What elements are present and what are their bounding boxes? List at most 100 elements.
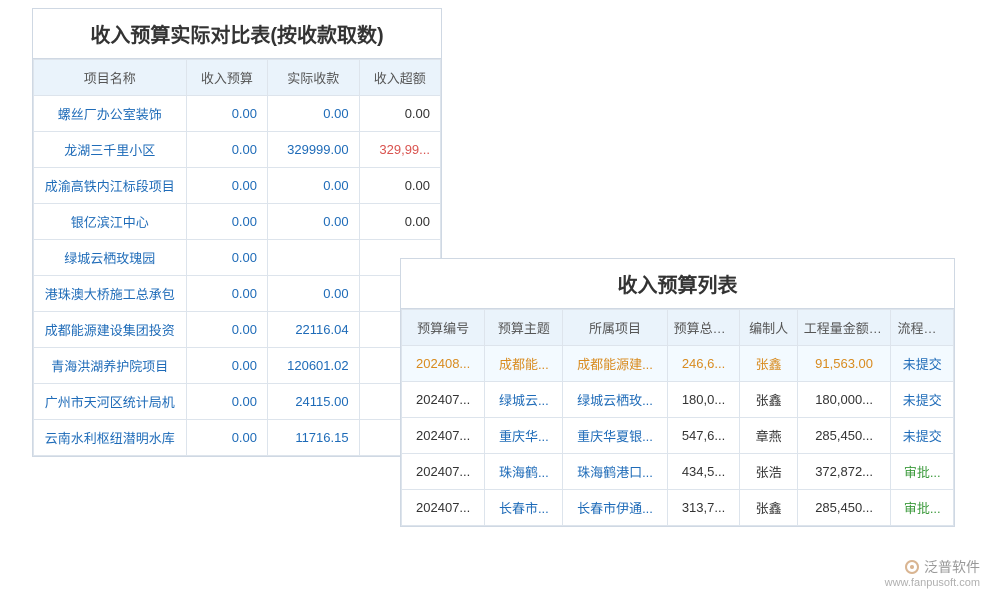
table-row[interactable]: 银亿滨江中心0.000.000.00 xyxy=(34,204,441,240)
author-cell: 张鑫 xyxy=(740,346,797,382)
total-cell: 547,6... xyxy=(667,418,740,454)
total-cell: 246,6... xyxy=(667,346,740,382)
comparison-table: 项目名称收入预算实际收款收入超额 螺丝厂办公室装饰0.000.000.00龙湖三… xyxy=(33,59,441,456)
budget-cell: 0.00 xyxy=(186,420,267,456)
actual-cell: 24115.00 xyxy=(268,384,360,420)
comparison-panel: 收入预算实际对比表(按收款取数) 项目名称收入预算实际收款收入超额 螺丝厂办公室… xyxy=(32,8,442,457)
table-row[interactable]: 202407...重庆华...重庆华夏银...547,6...章燕285,450… xyxy=(402,418,954,454)
table-header[interactable]: 流程状态 xyxy=(891,310,954,346)
total-cell: 180,0... xyxy=(667,382,740,418)
table-row[interactable]: 202407...长春市...长春市伊通...313,7...张鑫285,450… xyxy=(402,490,954,526)
logo-icon xyxy=(904,559,920,575)
budget-no-cell: 202407... xyxy=(402,454,485,490)
over-cell: 329,99... xyxy=(359,132,440,168)
total-cell: 434,5... xyxy=(667,454,740,490)
table-row[interactable]: 云南水利枢纽潜明水库0.0011716.15 xyxy=(34,420,441,456)
table-header[interactable]: 工程量金额合计 xyxy=(797,310,891,346)
status-cell: 审批... xyxy=(891,454,954,490)
table-row[interactable]: 绿城云栖玫瑰园0.00 xyxy=(34,240,441,276)
actual-cell: 0.00 xyxy=(268,96,360,132)
project-name-cell[interactable]: 云南水利枢纽潜明水库 xyxy=(34,420,187,456)
subject-cell[interactable]: 绿城云... xyxy=(485,382,563,418)
amount-cell: 180,000... xyxy=(797,382,891,418)
table-header[interactable]: 预算总金额 xyxy=(667,310,740,346)
table-header[interactable]: 收入预算 xyxy=(186,60,267,96)
author-cell: 张鑫 xyxy=(740,490,797,526)
table-row[interactable]: 202407...珠海鹤...珠海鹤港口...434,5...张浩372,872… xyxy=(402,454,954,490)
budget-cell: 0.00 xyxy=(186,240,267,276)
budget-cell: 0.00 xyxy=(186,96,267,132)
table-header[interactable]: 收入超额 xyxy=(359,60,440,96)
amount-cell: 285,450... xyxy=(797,490,891,526)
budget-no-cell: 202407... xyxy=(402,418,485,454)
table-header[interactable]: 项目名称 xyxy=(34,60,187,96)
status-cell: 未提交 xyxy=(891,418,954,454)
project-name-cell[interactable]: 成渝高铁内江标段项目 xyxy=(34,168,187,204)
budget-list-panel: 收入预算列表 预算编号预算主题所属项目预算总金额编制人工程量金额合计流程状态 2… xyxy=(400,258,955,527)
status-cell: 未提交 xyxy=(891,346,954,382)
actual-cell: 22116.04 xyxy=(268,312,360,348)
budget-no-cell: 202408... xyxy=(402,346,485,382)
status-cell: 审批... xyxy=(891,490,954,526)
actual-cell: 0.00 xyxy=(268,276,360,312)
watermark: 泛普软件 www.fanpusoft.com xyxy=(885,558,980,590)
budget-list-title: 收入预算列表 xyxy=(401,259,954,309)
table-row[interactable]: 青海洪湖养护院项目0.00120601.02 xyxy=(34,348,441,384)
project-name-cell[interactable]: 螺丝厂办公室装饰 xyxy=(34,96,187,132)
budget-cell: 0.00 xyxy=(186,312,267,348)
table-row[interactable]: 202408...成都能...成都能源建...246,6...张鑫91,563.… xyxy=(402,346,954,382)
actual-cell xyxy=(268,240,360,276)
subject-cell[interactable]: 珠海鹤... xyxy=(485,454,563,490)
budget-cell: 0.00 xyxy=(186,168,267,204)
project-name-cell[interactable]: 银亿滨江中心 xyxy=(34,204,187,240)
budget-list-table: 预算编号预算主题所属项目预算总金额编制人工程量金额合计流程状态 202408..… xyxy=(401,309,954,526)
table-row[interactable]: 龙湖三千里小区0.00329999.00329,99... xyxy=(34,132,441,168)
table-row[interactable]: 港珠澳大桥施工总承包0.000.00 xyxy=(34,276,441,312)
subject-cell[interactable]: 成都能... xyxy=(485,346,563,382)
author-cell: 章燕 xyxy=(740,418,797,454)
project-cell[interactable]: 成都能源建... xyxy=(563,346,667,382)
brand-url: www.fanpusoft.com xyxy=(885,576,980,590)
table-header[interactable]: 编制人 xyxy=(740,310,797,346)
over-cell: 0.00 xyxy=(359,96,440,132)
budget-cell: 0.00 xyxy=(186,384,267,420)
project-name-cell[interactable]: 青海洪湖养护院项目 xyxy=(34,348,187,384)
over-cell: 0.00 xyxy=(359,168,440,204)
table-row[interactable]: 成渝高铁内江标段项目0.000.000.00 xyxy=(34,168,441,204)
brand-text: 泛普软件 xyxy=(924,558,980,576)
table-header[interactable]: 实际收款 xyxy=(268,60,360,96)
actual-cell: 0.00 xyxy=(268,168,360,204)
project-name-cell[interactable]: 成都能源建设集团投资 xyxy=(34,312,187,348)
subject-cell[interactable]: 重庆华... xyxy=(485,418,563,454)
table-header[interactable]: 预算编号 xyxy=(402,310,485,346)
table-row[interactable]: 螺丝厂办公室装饰0.000.000.00 xyxy=(34,96,441,132)
table-header[interactable]: 所属项目 xyxy=(563,310,667,346)
project-name-cell[interactable]: 绿城云栖玫瑰园 xyxy=(34,240,187,276)
table-row[interactable]: 202407...绿城云...绿城云栖玫...180,0...张鑫180,000… xyxy=(402,382,954,418)
project-cell[interactable]: 绿城云栖玫... xyxy=(563,382,667,418)
budget-cell: 0.00 xyxy=(186,204,267,240)
table-row[interactable]: 成都能源建设集团投资0.0022116.04 xyxy=(34,312,441,348)
actual-cell: 11716.15 xyxy=(268,420,360,456)
project-cell[interactable]: 重庆华夏银... xyxy=(563,418,667,454)
comparison-title: 收入预算实际对比表(按收款取数) xyxy=(33,9,441,59)
actual-cell: 329999.00 xyxy=(268,132,360,168)
table-row[interactable]: 广州市天河区统计局机0.0024115.00 xyxy=(34,384,441,420)
budget-no-cell: 202407... xyxy=(402,382,485,418)
subject-cell[interactable]: 长春市... xyxy=(485,490,563,526)
project-name-cell[interactable]: 广州市天河区统计局机 xyxy=(34,384,187,420)
project-cell[interactable]: 长春市伊通... xyxy=(563,490,667,526)
amount-cell: 91,563.00 xyxy=(797,346,891,382)
author-cell: 张浩 xyxy=(740,454,797,490)
budget-cell: 0.00 xyxy=(186,132,267,168)
budget-no-cell: 202407... xyxy=(402,490,485,526)
amount-cell: 372,872... xyxy=(797,454,891,490)
project-name-cell[interactable]: 港珠澳大桥施工总承包 xyxy=(34,276,187,312)
over-cell: 0.00 xyxy=(359,204,440,240)
project-cell[interactable]: 珠海鹤港口... xyxy=(563,454,667,490)
project-name-cell[interactable]: 龙湖三千里小区 xyxy=(34,132,187,168)
status-cell: 未提交 xyxy=(891,382,954,418)
actual-cell: 120601.02 xyxy=(268,348,360,384)
actual-cell: 0.00 xyxy=(268,204,360,240)
table-header[interactable]: 预算主题 xyxy=(485,310,563,346)
